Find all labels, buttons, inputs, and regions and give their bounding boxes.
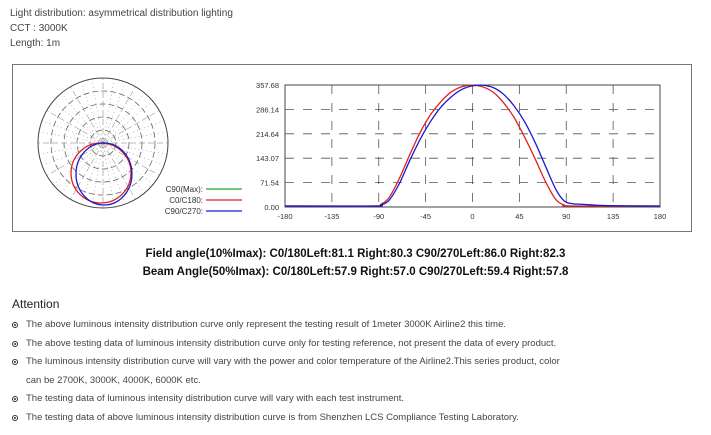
polar-spoke bbox=[102, 142, 115, 208]
polar-spoke bbox=[102, 131, 168, 144]
chart-svg: C90(Max): C0/C180: C90/C270: 0.00 71.54 143.… bbox=[37, 77, 666, 221]
chart-frame: C90(Max): C0/C180: C90/C270: 0.00 71.54 143.… bbox=[12, 64, 692, 232]
x-tick-label: 45 bbox=[515, 212, 523, 221]
y-tick-label: 214.64 bbox=[256, 130, 279, 139]
cartesian-chart: 0.00 71.54 143.07 214.64 286.14 357.68 -180 -13… bbox=[256, 81, 666, 221]
x-tick-label: 90 bbox=[562, 212, 570, 221]
y-tick-label: 286.14 bbox=[256, 105, 279, 114]
polar-spoke bbox=[61, 142, 104, 193]
polar-spoke bbox=[102, 120, 165, 144]
polar-spoke bbox=[102, 78, 115, 144]
note-text: The testing data of luminous intensity d… bbox=[26, 393, 405, 405]
y-tick-label: 0.00 bbox=[264, 203, 279, 212]
polar-spoke bbox=[102, 86, 136, 144]
polar-spoke bbox=[102, 101, 153, 144]
x-tick-label: 0 bbox=[470, 212, 474, 221]
polar-c90-curve bbox=[75, 142, 133, 206]
polar-spoke bbox=[102, 93, 145, 144]
note-item: The testing data of luminous intensity d… bbox=[12, 390, 702, 409]
polar-spoke bbox=[102, 142, 126, 205]
field-angle-text: Field angle(10%Imax): C0/180Left:81.1 Ri… bbox=[145, 248, 566, 260]
legend-label: C0/C180: bbox=[169, 196, 203, 205]
legend-label: C90(Max): bbox=[166, 185, 203, 194]
polar-spoke bbox=[102, 142, 136, 200]
polar-spoke bbox=[91, 78, 104, 144]
x-tick-label: 180 bbox=[654, 212, 667, 221]
polar-spoke bbox=[41, 142, 104, 166]
polar-spoke bbox=[102, 142, 145, 193]
polar-spoke bbox=[91, 142, 104, 208]
y-tick-label: 71.54 bbox=[260, 179, 279, 188]
polar-spoke bbox=[102, 142, 160, 176]
x-tick-label: -45 bbox=[420, 212, 431, 221]
legend-label: C90/C270: bbox=[165, 207, 203, 216]
attention-title: Attention bbox=[12, 297, 60, 311]
cct-text: CCT : 3000K bbox=[10, 23, 68, 34]
light-distribution-text: Light distribution: asymmetrical distrib… bbox=[10, 8, 233, 19]
note-item: The luminous intensity distribution curv… bbox=[12, 353, 702, 372]
y-tick-label: 357.68 bbox=[256, 81, 279, 90]
series-c90-c270-line bbox=[284, 84, 661, 207]
polar-spoke bbox=[38, 142, 104, 155]
polar-spoke bbox=[46, 110, 104, 144]
polar-spoke bbox=[102, 142, 153, 185]
x-tick-label: 135 bbox=[607, 212, 620, 221]
series-c0-c180-line bbox=[284, 84, 661, 207]
polar-spoke bbox=[38, 131, 104, 144]
polar-diagram bbox=[37, 77, 169, 209]
polar-spoke bbox=[53, 101, 104, 144]
bullet-icon bbox=[12, 340, 18, 347]
polar-spoke bbox=[70, 86, 104, 144]
polar-spoke bbox=[80, 142, 104, 205]
polar-spoke bbox=[80, 81, 104, 144]
polar-legend: C90(Max): C0/C180: C90/C270: bbox=[165, 185, 242, 216]
note-text: The luminous intensity distribution curv… bbox=[26, 356, 560, 368]
bullet-icon bbox=[12, 396, 18, 403]
header: Light distribution: asymmetrical distrib… bbox=[10, 6, 233, 51]
polar-ring bbox=[50, 90, 156, 196]
polar-spoke bbox=[102, 142, 165, 166]
polar-spoke bbox=[102, 81, 126, 144]
bullet-icon bbox=[12, 359, 18, 366]
x-tick-label: -180 bbox=[277, 212, 292, 221]
note-item: The testing data of above luminous inten… bbox=[12, 409, 702, 428]
x-tick-label: -90 bbox=[373, 212, 384, 221]
attention-notes: The above luminous intensity distributio… bbox=[12, 316, 702, 428]
note-text: The above luminous intensity distributio… bbox=[26, 319, 507, 330]
polar-spoke bbox=[102, 110, 160, 144]
x-tick-label: -135 bbox=[324, 212, 339, 221]
polar-spoke bbox=[102, 142, 168, 155]
polar-ring bbox=[76, 116, 130, 170]
note-text: can be 2700K, 3000K, 4000K, 6000K etc. bbox=[26, 374, 201, 386]
note-item: can be 2700K, 3000K, 4000K, 6000K etc. bbox=[12, 372, 702, 391]
bullet-icon bbox=[12, 414, 18, 421]
note-text: The testing data of above luminous inten… bbox=[26, 411, 519, 423]
beam-angle-text: Beam Angle(50%Imax): C0/180Left:57.9 Rig… bbox=[142, 266, 569, 278]
note-text: The above testing data of luminous inten… bbox=[26, 337, 557, 349]
polar-c0-curve bbox=[70, 142, 132, 204]
note-item: The above testing data of luminous inten… bbox=[12, 335, 702, 354]
note-item: The above luminous intensity distributio… bbox=[12, 316, 702, 335]
polar-spoke bbox=[61, 93, 104, 144]
y-tick-label: 143.07 bbox=[256, 154, 279, 163]
length-text: Length: 1m bbox=[10, 38, 61, 49]
polar-spoke bbox=[41, 120, 104, 144]
bullet-icon bbox=[12, 322, 18, 328]
